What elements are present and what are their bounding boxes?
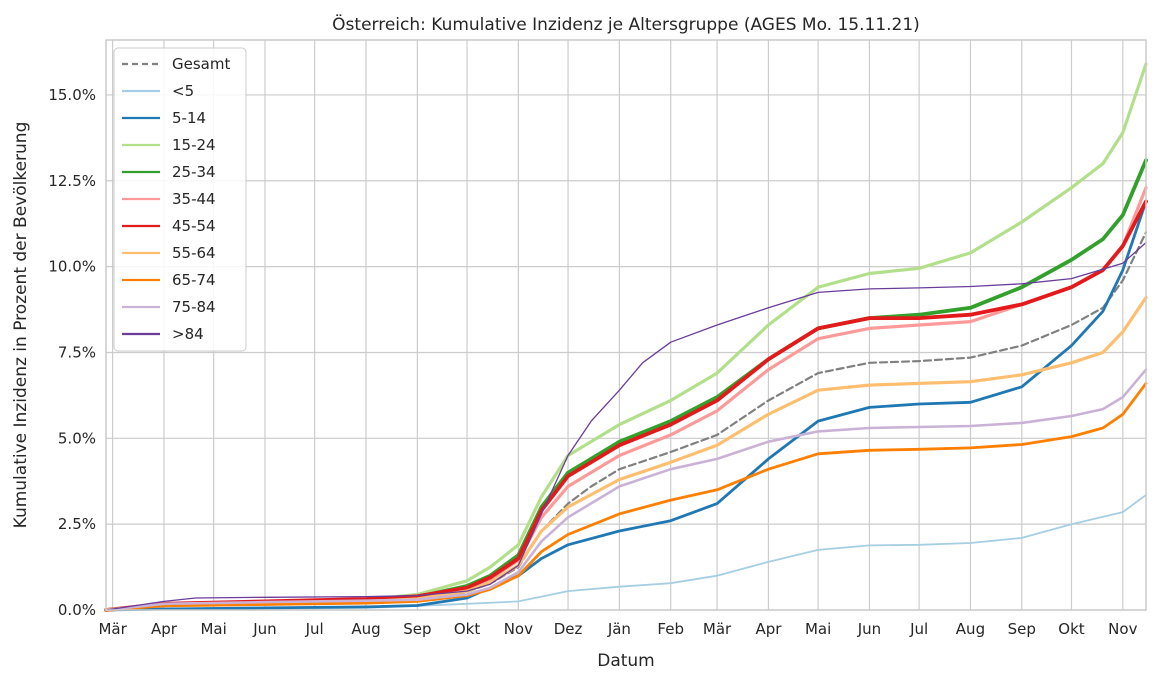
x-tick-label: Aug	[351, 620, 380, 638]
legend-label: 15-24	[172, 136, 216, 154]
x-axis-label: Datum	[597, 651, 655, 671]
x-tick-label: Sep	[403, 620, 431, 638]
x-tick-label: Feb	[657, 620, 684, 638]
x-tick-label: Mär	[98, 620, 127, 638]
x-tick-label: Mär	[703, 620, 732, 638]
legend-label: 35-44	[172, 190, 216, 208]
y-tick-label: 0.0%	[58, 601, 96, 619]
y-axis-ticks: 0.0% 2.5% 5.0% 7.5% 10.0% 12.5% 15.0%	[48, 86, 96, 619]
y-tick-label: 5.0%	[58, 429, 96, 447]
plot-area	[106, 40, 1146, 610]
x-tick-label: Okt	[454, 620, 480, 638]
series-line-10	[105, 241, 1147, 611]
plot-frame	[105, 39, 1147, 611]
series-line-2	[104, 200, 1148, 612]
x-tick-label: Dez	[554, 620, 583, 638]
legend-label: 25-34	[172, 163, 216, 181]
x-tick-label: Mai	[805, 620, 831, 638]
x-tick-label: Apr	[755, 620, 782, 638]
y-tick-label: 12.5%	[48, 172, 96, 190]
x-tick-label: Mai	[200, 620, 226, 638]
x-tick-label: Jun	[857, 620, 881, 638]
legend-label: 55-64	[172, 244, 216, 262]
y-tick-label: 15.0%	[48, 86, 96, 104]
x-axis-ticks: Mär Apr Mai Jun Jul Aug Sep Okt Nov Dez Jän Feb Mär A…	[98, 620, 1137, 638]
x-tick-label: Nov	[1108, 620, 1137, 638]
series-line-8	[104, 382, 1148, 612]
legend-label: Gesamt	[172, 55, 230, 73]
x-tick-label: Jul	[909, 620, 928, 638]
x-tick-label: Okt	[1058, 620, 1084, 638]
y-tick-label: 10.0%	[48, 258, 96, 276]
y-tick-label: 7.5%	[58, 343, 96, 361]
y-tick-label: 2.5%	[58, 515, 96, 533]
series-lines	[104, 62, 1148, 612]
legend-label: <5	[172, 82, 194, 100]
x-tick-label: Apr	[151, 620, 178, 638]
chart-title: Österreich: Kumulative Inzidenz je Alter…	[332, 13, 920, 35]
x-tick-label: Nov	[504, 620, 533, 638]
legend: Gesamt <5 5-14 15-24 25-34 35-44 45-54 55-64 65-…	[113, 47, 247, 352]
legend-label: 45-54	[172, 217, 216, 235]
y-axis-label: Kumulative Inzidenz in Prozent der Bevöl…	[11, 122, 31, 529]
x-tick-label: Jän	[607, 620, 631, 638]
x-tick-label: Jun	[252, 620, 276, 638]
series-line-9	[104, 368, 1148, 612]
legend-label: >84	[172, 325, 204, 343]
x-tick-label: Jul	[305, 620, 324, 638]
legend-label: 5-14	[172, 109, 206, 127]
series-line-6	[104, 199, 1148, 612]
legend-label: 75-84	[172, 298, 216, 316]
legend-label: 65-74	[172, 271, 216, 289]
x-tick-label: Sep	[1008, 620, 1036, 638]
legend-box	[113, 47, 247, 352]
x-tick-label: Aug	[956, 620, 985, 638]
